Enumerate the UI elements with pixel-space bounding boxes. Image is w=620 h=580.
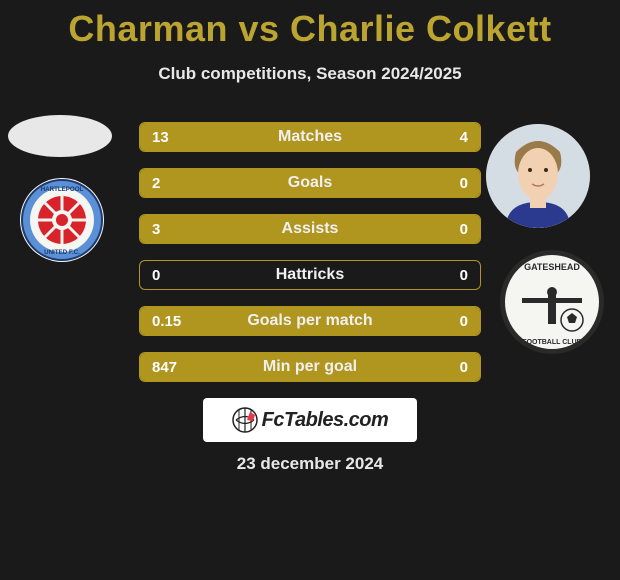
club-crest-left: HARTLEPOOL UNITED F.C. (20, 178, 104, 262)
stat-right-value: 0 (460, 313, 468, 330)
stat-row-goals: 2 Goals 0 (139, 168, 481, 198)
player-right-avatar (486, 124, 590, 228)
stat-label: Goals per match (140, 312, 480, 330)
stat-label: Hattricks (140, 266, 480, 284)
hartlepool-crest-icon: HARTLEPOOL UNITED F.C. (20, 178, 104, 262)
stat-right-value: 0 (460, 175, 468, 192)
svg-text:UNITED F.C.: UNITED F.C. (44, 249, 80, 256)
fctables-logo-icon (232, 407, 258, 433)
stat-label: Matches (140, 128, 480, 146)
stat-right-value: 0 (460, 267, 468, 284)
club-crest-right: GATESHEAD FOOTBALL CLUB (500, 250, 604, 354)
page-title: Charman vs Charlie Colkett (0, 0, 620, 50)
svg-text:GATESHEAD: GATESHEAD (524, 262, 580, 272)
stats-panel: 13 Matches 4 2 Goals 0 3 Assists 0 0 Hat… (139, 122, 481, 398)
player-photo-icon (486, 124, 590, 228)
stat-label: Min per goal (140, 358, 480, 376)
stat-label: Assists (140, 220, 480, 238)
stat-row-hattricks: 0 Hattricks 0 (139, 260, 481, 290)
comparison-card: Charman vs Charlie Colkett Club competit… (0, 0, 620, 580)
svg-text:FOOTBALL CLUB: FOOTBALL CLUB (522, 339, 581, 346)
stat-label: Goals (140, 174, 480, 192)
stat-row-min-per-goal: 847 Min per goal 0 (139, 352, 481, 382)
stat-row-assists: 3 Assists 0 (139, 214, 481, 244)
subtitle: Club competitions, Season 2024/2025 (0, 64, 620, 84)
fctables-label: FcTables.com (262, 409, 389, 432)
date-label: 23 december 2024 (0, 454, 620, 474)
stat-row-matches: 13 Matches 4 (139, 122, 481, 152)
gateshead-crest-icon: GATESHEAD FOOTBALL CLUB (500, 250, 604, 354)
stat-row-goals-per-match: 0.15 Goals per match 0 (139, 306, 481, 336)
svg-text:HARTLEPOOL: HARTLEPOOL (41, 186, 84, 193)
stat-right-value: 0 (460, 221, 468, 238)
player-left-avatar (8, 115, 112, 157)
stat-right-value: 4 (460, 129, 468, 146)
fctables-link[interactable]: FcTables.com (203, 398, 417, 442)
stat-right-value: 0 (460, 359, 468, 376)
